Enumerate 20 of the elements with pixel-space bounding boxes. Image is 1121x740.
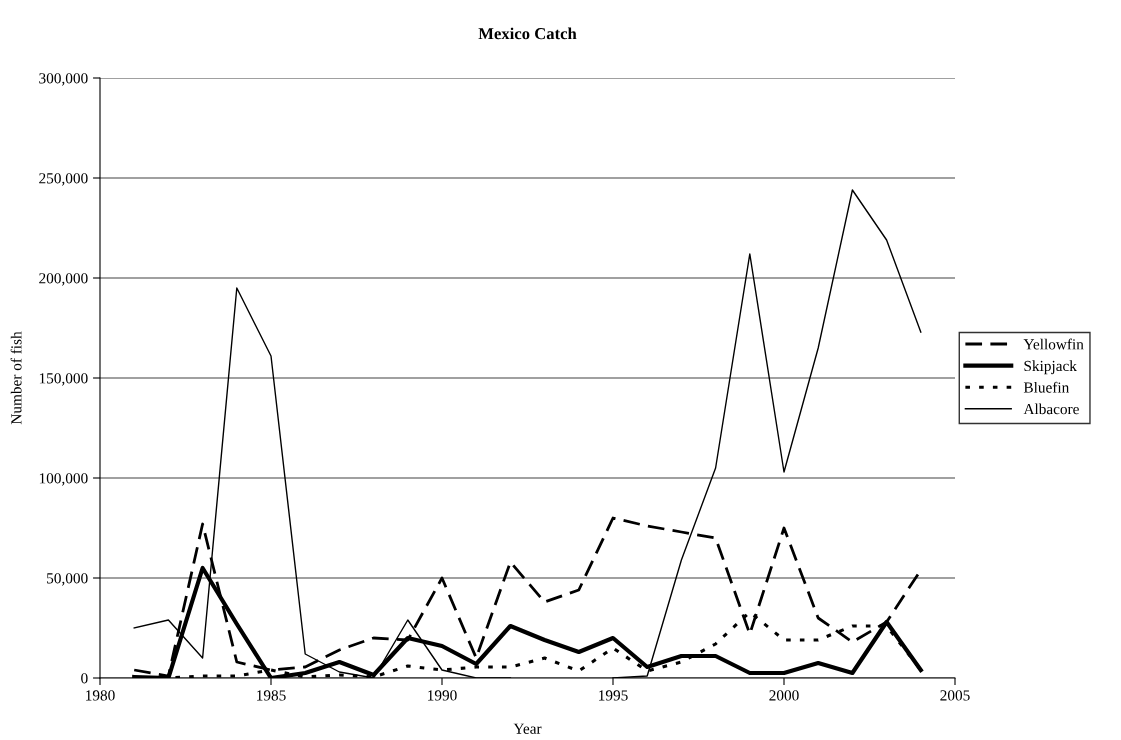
x-tick-label: 1990 xyxy=(428,690,457,701)
x-tick-label: 1980 xyxy=(86,690,115,701)
x-tick-label: 1985 xyxy=(257,690,286,701)
x-tick-label: 1995 xyxy=(599,690,628,701)
y-tick-label: 100,000 xyxy=(39,473,88,486)
y-tick-label: 200,000 xyxy=(39,273,88,286)
chart-title: Mexico Catch xyxy=(478,27,577,40)
y-tick-label: 250,000 xyxy=(39,173,88,186)
y-tick-label: 50,000 xyxy=(47,573,88,586)
x-tick-label: 2005 xyxy=(940,690,970,701)
y-tick-label: 0 xyxy=(81,673,88,684)
legend-label: Skipjack xyxy=(1024,360,1077,375)
legend-label: Bluefin xyxy=(1023,381,1070,393)
y-axis-title: Number of fish xyxy=(10,331,22,425)
legend-label: Yellowfin xyxy=(1023,338,1084,350)
legend-label: Albacore xyxy=(1023,403,1079,415)
x-axis-title: Year xyxy=(513,723,542,734)
x-tick-label: 2000 xyxy=(769,690,799,701)
y-tick-label: 150,000 xyxy=(39,373,88,386)
y-tick-label: 300,000 xyxy=(39,73,88,86)
